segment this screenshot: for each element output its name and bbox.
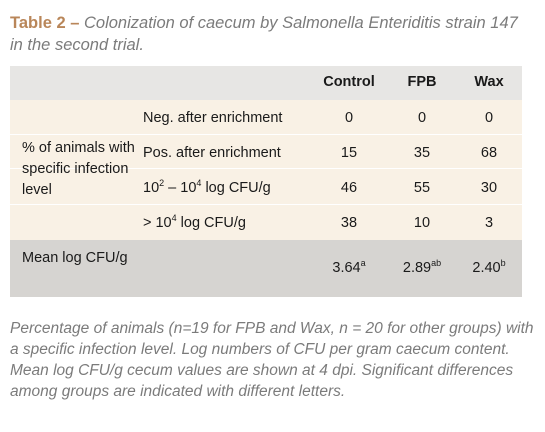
mean-value: 3.64	[332, 260, 361, 276]
table-caption-title: Colonization of caecum by Salmonella Ent…	[10, 14, 518, 54]
table-body	[10, 100, 522, 240]
row-divider	[10, 204, 522, 205]
cell-value: 68	[480, 145, 498, 161]
label-text: – 10	[164, 180, 197, 196]
cell-value: 15	[340, 145, 358, 161]
cell-value: 0	[417, 110, 427, 126]
cell-value: 46	[340, 180, 358, 196]
cell-value: 55	[413, 180, 431, 196]
cell-value: 0	[344, 110, 354, 126]
row-label-pos: Pos. after enrichment	[143, 145, 281, 161]
significance-letter: a	[360, 258, 366, 268]
row-divider	[10, 134, 522, 135]
exponent: 4	[196, 178, 202, 188]
mean-value-fpb: 2.89ab	[392, 258, 452, 277]
exponent: 2	[159, 178, 165, 188]
label-text: log CFU/g	[176, 215, 246, 231]
row-label-neg: Neg. after enrichment	[143, 110, 283, 126]
label-text: log CFU/g	[201, 180, 271, 196]
cell-value: 3	[484, 215, 494, 231]
table-caption-label: Table 2 –	[10, 14, 80, 32]
mean-value: 2.89	[402, 260, 432, 276]
group-label: % of animals with specific infection lev…	[22, 140, 135, 198]
mean-value-control: 3.64a	[319, 258, 379, 277]
table-mean-row	[10, 240, 522, 297]
label-text: > 10	[143, 215, 172, 231]
column-header-wax: Wax	[474, 74, 504, 90]
mean-label: Mean log CFU/g	[22, 250, 128, 266]
cell-value: 30	[480, 180, 498, 196]
results-table: Control FPB Wax % of animals with specif…	[10, 66, 522, 297]
column-header-fpb: FPB	[407, 74, 437, 90]
cell-value: 0	[484, 110, 494, 126]
label-text: 10	[143, 180, 160, 196]
exponent: 4	[171, 213, 177, 223]
cell-value: 10	[413, 215, 431, 231]
table-caption: Table 2 – Colonization of caecum by Salm…	[10, 12, 535, 56]
significance-letter: ab	[431, 258, 442, 268]
row-label-range: 102 – 104 log CFU/g	[143, 178, 271, 197]
cell-value: 38	[340, 215, 358, 231]
cell-value: 35	[413, 145, 431, 161]
mean-value: 2.40	[472, 260, 501, 276]
row-divider	[10, 168, 522, 169]
row-label-high: > 104 log CFU/g	[143, 213, 246, 232]
table-footnote: Percentage of animals (n=19 for FPB and …	[10, 320, 534, 400]
mean-value-wax: 2.40b	[459, 258, 519, 277]
table-header-row	[10, 66, 522, 100]
column-header-control: Control	[323, 74, 375, 90]
significance-letter: b	[500, 258, 506, 268]
